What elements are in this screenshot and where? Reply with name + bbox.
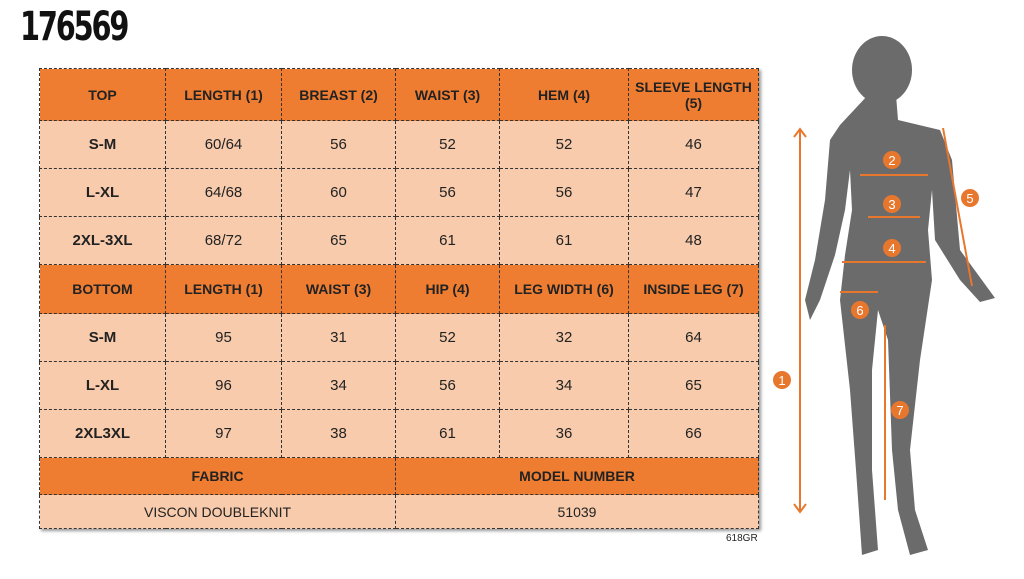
table-cell: LEG WIDTH (6) <box>499 264 629 314</box>
table-cell: 52 <box>395 313 500 362</box>
table-cell: 31 <box>281 313 396 362</box>
table-cell: WAIST (3) <box>395 68 500 121</box>
marker-5: 5 <box>961 189 979 207</box>
table-cell: MODEL NUMBER <box>395 457 759 495</box>
marker-1: 1 <box>773 371 791 389</box>
marker-label: 3 <box>888 197 895 212</box>
marker-4: 4 <box>883 239 901 257</box>
table-cell: 61 <box>395 409 500 458</box>
table-row: L-XL 96 34 56 34 65 <box>39 361 759 410</box>
table-cell: 2XL-3XL <box>39 216 166 265</box>
table-cell: S-M <box>39 313 166 362</box>
marker-3: 3 <box>883 195 901 213</box>
table-row: S-M 95 31 52 32 64 <box>39 313 759 362</box>
table-cell: S-M <box>39 120 166 169</box>
table-cell: 56 <box>281 120 396 169</box>
table-cell: LENGTH (1) <box>165 264 282 314</box>
table-cell: 61 <box>395 216 500 265</box>
bottom-header-row: BOTTOM LENGTH (1) WAIST (3) HIP (4) LEG WIDT… <box>39 264 759 314</box>
marker-label: 2 <box>888 153 895 168</box>
table-cell: 34 <box>499 361 629 410</box>
table-cell: 32 <box>499 313 629 362</box>
fabric-model-header-row: FABRIC MODEL NUMBER <box>39 457 759 495</box>
table-cell: 64/68 <box>165 168 282 217</box>
table-cell: 34 <box>281 361 396 410</box>
table-cell: 65 <box>628 361 759 410</box>
marker-label: 4 <box>888 241 895 256</box>
table-cell: 68/72 <box>165 216 282 265</box>
table-cell: 56 <box>395 361 500 410</box>
table-cell: HEM (4) <box>499 68 629 121</box>
table-cell: 38 <box>281 409 396 458</box>
product-code: 176569 <box>20 4 129 50</box>
table-cell: 47 <box>628 168 759 217</box>
marker-label: 5 <box>966 191 973 206</box>
table-cell: 36 <box>499 409 629 458</box>
body-measurement-figure: 1 2 3 4 5 6 7 <box>773 36 995 555</box>
silhouette <box>805 36 995 555</box>
marker-7: 7 <box>891 401 909 419</box>
table-cell: 64 <box>628 313 759 362</box>
marker-label: 1 <box>778 373 785 388</box>
table-cell: TOP <box>39 68 166 121</box>
table-cell: BOTTOM <box>39 264 166 314</box>
table-cell: 2XL3XL <box>39 409 166 458</box>
table-cell: 48 <box>628 216 759 265</box>
table-row: S-M 60/64 56 52 52 46 <box>39 120 759 169</box>
table-cell: 60/64 <box>165 120 282 169</box>
table-cell: SLEEVE LENGTH (5) <box>628 68 759 121</box>
table-cell: 96 <box>165 361 282 410</box>
table-cell: BREAST (2) <box>281 68 396 121</box>
table-cell: 97 <box>165 409 282 458</box>
table-cell: LENGTH (1) <box>165 68 282 121</box>
table-cell: L-XL <box>39 168 166 217</box>
table-row: L-XL 64/68 60 56 56 47 <box>39 168 759 217</box>
marker-6: 6 <box>851 301 869 319</box>
table-cell: 56 <box>395 168 500 217</box>
table-row: 2XL-3XL 68/72 65 61 61 48 <box>39 216 759 265</box>
table-cell: L-XL <box>39 361 166 410</box>
marker-label: 6 <box>856 303 863 318</box>
table-row: 2XL3XL 97 38 61 36 66 <box>39 409 759 458</box>
table-cell: HIP (4) <box>395 264 500 314</box>
size-chart-table: TOP LENGTH (1) BREAST (2) WAIST (3) HEM (4) S… <box>39 68 759 529</box>
table-cell: 52 <box>499 120 629 169</box>
table-cell: WAIST (3) <box>281 264 396 314</box>
top-header-row: TOP LENGTH (1) BREAST (2) WAIST (3) HEM (4) S… <box>39 68 759 121</box>
table-cell: 52 <box>395 120 500 169</box>
table-cell: 56 <box>499 168 629 217</box>
table-cell: 65 <box>281 216 396 265</box>
footer-code: 618GR <box>726 533 758 544</box>
table-cell: VISCON DOUBLEKNIT <box>39 494 396 529</box>
table-cell: 66 <box>628 409 759 458</box>
table-cell: 46 <box>628 120 759 169</box>
table-cell: FABRIC <box>39 457 396 495</box>
table-cell: INSIDE LEG (7) <box>628 264 759 314</box>
table-cell: 51039 <box>395 494 759 529</box>
table-cell: 60 <box>281 168 396 217</box>
table-cell: 61 <box>499 216 629 265</box>
table-cell: 95 <box>165 313 282 362</box>
marker-label: 7 <box>896 403 903 418</box>
fabric-model-value-row: VISCON DOUBLEKNIT 51039 <box>39 494 759 529</box>
measurement-arrows <box>793 127 973 514</box>
marker-2: 2 <box>883 151 901 169</box>
